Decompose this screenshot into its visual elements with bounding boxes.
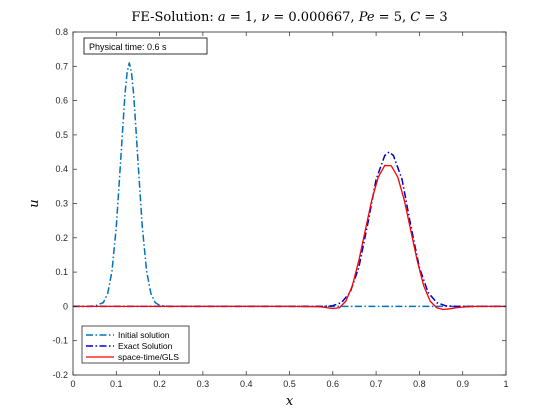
x-axis-label: x <box>286 394 294 409</box>
ticks-layer: 0 0.1 0.2 0.3 0.4 0.5 0.6 0.7 0.8 0.9 1 -0.2 -0.1 0 0.… <box>52 27 508 389</box>
chart-title-part: C <box>410 10 420 25</box>
legend-label-3: space-time/GLS <box>118 352 179 362</box>
x-tick-label: 0 <box>70 379 75 389</box>
y-tick-label: 0.6 <box>55 96 68 106</box>
y-tick-label: 0 <box>63 301 68 311</box>
chart-title-part: Pe <box>358 10 375 25</box>
chart-title-part: = 1, <box>226 10 262 25</box>
y-tick-label: -0.1 <box>52 336 68 346</box>
time-annotation-box <box>83 37 208 55</box>
plot-area <box>73 32 506 375</box>
x-tick-label: 1 <box>503 379 508 389</box>
y-tick-label: 0.1 <box>55 267 68 277</box>
y-tick-label: 0.2 <box>55 233 68 243</box>
y-tick-label: 0.3 <box>55 199 68 209</box>
chart-title-part: = 3 <box>420 10 447 25</box>
x-tick-label: 0.6 <box>327 379 340 389</box>
y-tick-label: -0.2 <box>52 370 68 380</box>
time-annotation-text: Physical time: 0.6 s <box>89 42 167 52</box>
chart-title-part: = 0.000667, <box>269 10 358 25</box>
x-tick-label: 0.9 <box>456 379 469 389</box>
legend-label-1: Initial solution <box>118 330 170 340</box>
legend-label-2: Exact Solution <box>118 341 173 351</box>
y-tick-label: 0.8 <box>55 27 68 37</box>
x-tick-label: 0.1 <box>110 379 123 389</box>
chart-title: FE-Solution: a = 1, ν = 0.000667, Pe = 5… <box>131 10 447 25</box>
y-tick-label: 0.4 <box>55 164 68 174</box>
y-axis-label: u <box>27 199 42 207</box>
time-annotation: Physical time: 0.6 s <box>83 37 208 55</box>
x-tick-label: 0.2 <box>153 379 166 389</box>
chart-title-part: a <box>218 10 226 25</box>
x-tick-label: 0.3 <box>197 379 210 389</box>
series-layer <box>73 62 506 311</box>
series-line-2 <box>73 151 506 308</box>
series-line-3 <box>73 164 506 311</box>
x-tick-label: 0.7 <box>370 379 383 389</box>
y-tick-label: 0.7 <box>55 61 68 71</box>
y-tick-label: 0.5 <box>55 130 68 140</box>
chart-title-part: FE-Solution: <box>131 10 218 25</box>
x-tick-label: 0.8 <box>413 379 426 389</box>
x-tick-label: 0.5 <box>283 379 296 389</box>
chart-title-part: ν <box>261 10 269 25</box>
chart-title-part: = 5, <box>375 10 411 25</box>
x-tick-label: 0.4 <box>240 379 253 389</box>
